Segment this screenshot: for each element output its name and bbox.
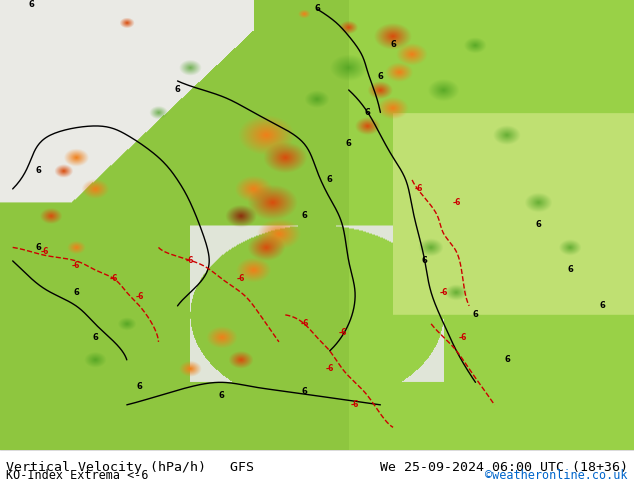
Text: -6: -6 <box>414 184 423 194</box>
Text: -6: -6 <box>72 261 81 270</box>
Text: -6: -6 <box>110 274 119 283</box>
Text: 6: 6 <box>174 85 181 95</box>
Text: 6: 6 <box>29 0 35 9</box>
Text: -6: -6 <box>325 365 334 373</box>
Text: 6: 6 <box>390 41 396 49</box>
Text: -6: -6 <box>236 274 245 283</box>
Text: 6: 6 <box>365 108 371 117</box>
Text: 6: 6 <box>504 355 510 365</box>
Text: ©weatheronline.co.uk: ©weatheronline.co.uk <box>485 469 628 482</box>
Text: -6: -6 <box>458 333 467 342</box>
Text: 6: 6 <box>327 175 333 184</box>
Text: 6: 6 <box>346 140 352 148</box>
Text: 6: 6 <box>136 382 143 392</box>
Text: 6: 6 <box>377 72 384 81</box>
Text: -6: -6 <box>300 319 309 328</box>
Text: 6: 6 <box>599 301 605 310</box>
Text: We 25-09-2024 06:00 UTC (18+36): We 25-09-2024 06:00 UTC (18+36) <box>380 461 628 474</box>
Text: Vertical Velocity (hPa/h)   GFS: Vertical Velocity (hPa/h) GFS <box>6 461 254 474</box>
Text: -6: -6 <box>338 328 347 338</box>
Text: 6: 6 <box>73 288 79 297</box>
Text: 6: 6 <box>301 211 307 220</box>
Text: -6: -6 <box>135 293 144 301</box>
Text: 6: 6 <box>422 256 428 266</box>
Text: 6: 6 <box>314 4 320 14</box>
Text: 6: 6 <box>92 333 98 342</box>
Text: -6: -6 <box>186 256 195 266</box>
Text: -6: -6 <box>40 247 49 256</box>
Text: 6: 6 <box>35 243 41 252</box>
Text: -6: -6 <box>439 288 448 297</box>
Text: 6: 6 <box>472 310 479 319</box>
Text: KO-Index Extrema <-6: KO-Index Extrema <-6 <box>6 469 149 482</box>
Text: -6: -6 <box>452 198 461 207</box>
Text: 6: 6 <box>301 387 307 396</box>
Text: 6: 6 <box>219 392 225 400</box>
Text: -6: -6 <box>351 400 359 409</box>
Text: 6: 6 <box>567 266 574 274</box>
Text: 6: 6 <box>536 220 542 229</box>
Text: 6: 6 <box>35 167 41 175</box>
